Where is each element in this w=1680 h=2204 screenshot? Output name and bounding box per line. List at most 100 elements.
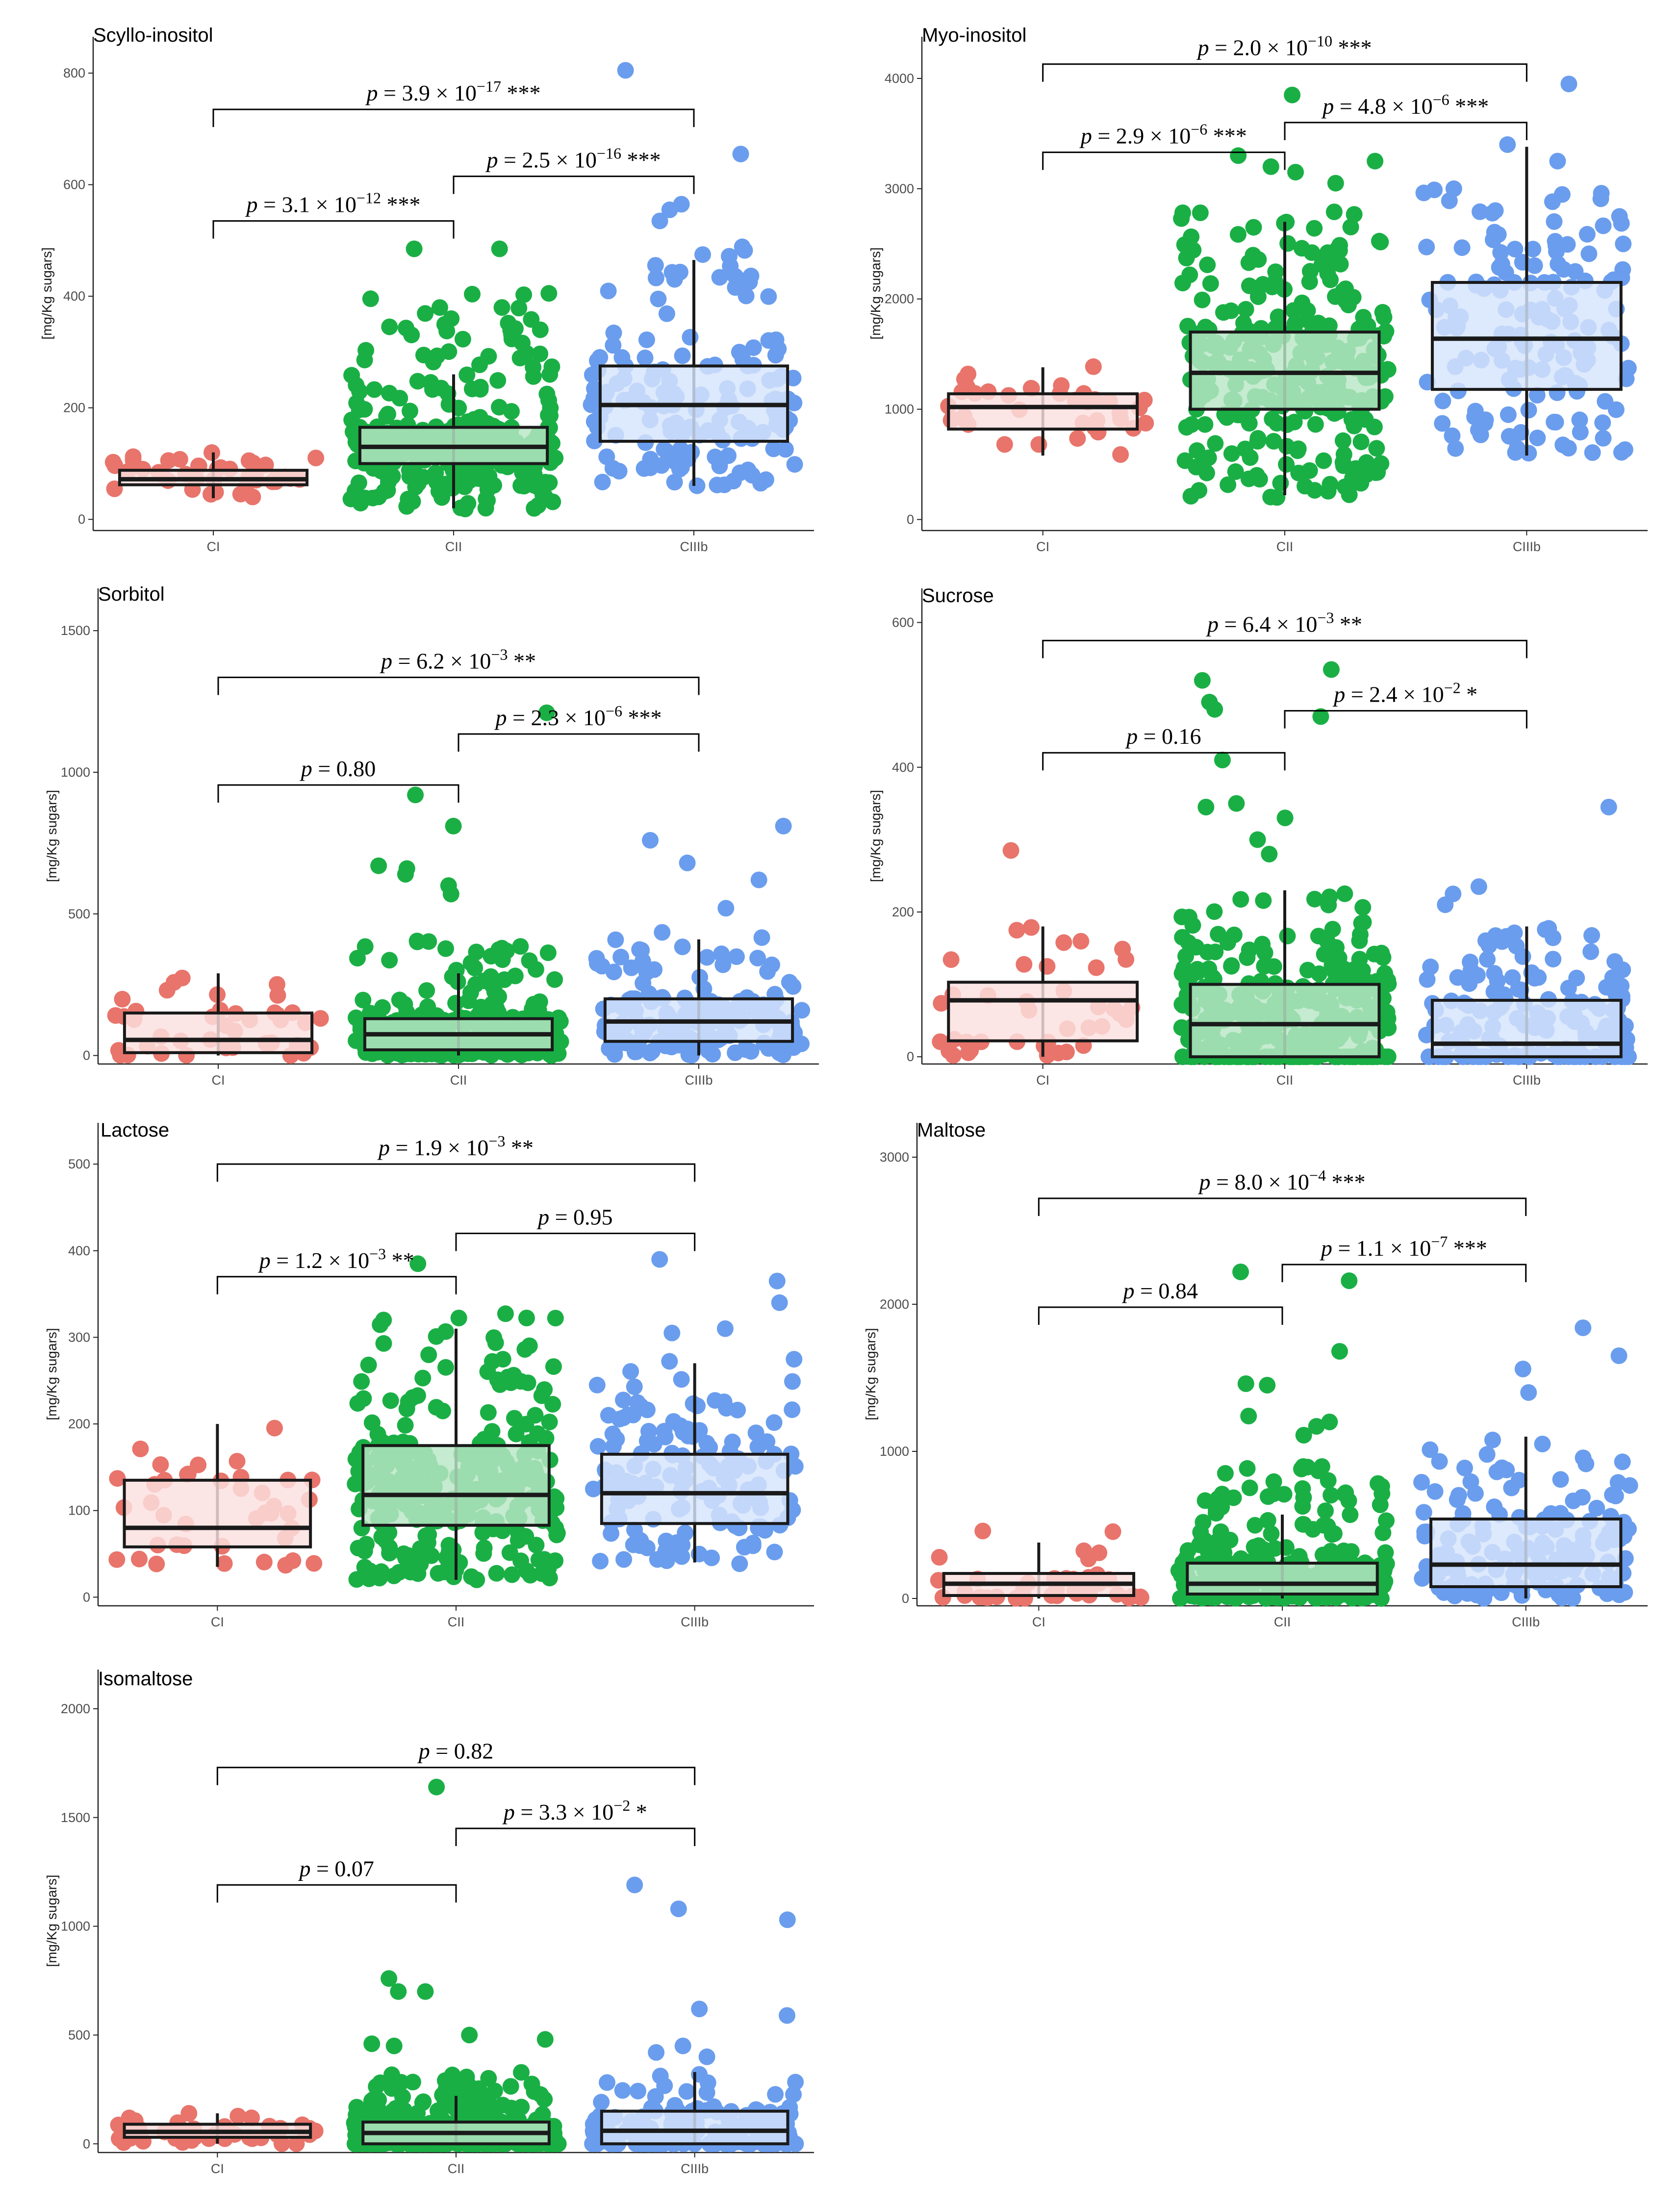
outlier-point xyxy=(407,786,424,804)
data-point xyxy=(1245,247,1262,264)
data-point xyxy=(1207,435,1224,452)
outlier-point xyxy=(617,62,634,79)
bracket-line xyxy=(216,1276,457,1294)
outlier-point xyxy=(663,1324,681,1342)
group-ciiib xyxy=(584,1876,804,2153)
y-tick-label: 500 xyxy=(68,1157,90,1171)
data-point xyxy=(1336,885,1353,902)
data-point xyxy=(603,1525,620,1542)
data-point xyxy=(404,493,421,510)
data-point xyxy=(349,950,366,967)
data-point xyxy=(604,1425,621,1443)
x-tick-label: CI xyxy=(211,1615,224,1629)
outlier-point xyxy=(536,2031,554,2048)
comparison-bracket: p = 3.3 × 10−2 * xyxy=(455,1797,696,1846)
data-point xyxy=(476,1540,493,1556)
data-point xyxy=(539,944,557,962)
p-value-label: p = 2.4 × 10−2 * xyxy=(1332,679,1477,707)
data-point xyxy=(1414,1570,1431,1587)
data-point xyxy=(348,394,365,411)
outlier-point xyxy=(750,871,767,888)
data-point xyxy=(1241,277,1258,294)
data-point xyxy=(689,1397,706,1415)
data-point xyxy=(373,1563,390,1580)
box xyxy=(123,1478,312,1548)
data-point xyxy=(1352,433,1370,451)
data-point xyxy=(1016,956,1033,973)
data-point xyxy=(742,267,760,284)
data-point xyxy=(1104,1523,1121,1540)
y-tick-label: 0 xyxy=(907,1049,914,1064)
y-axis-title: [mg/Kg sugars] xyxy=(863,1328,878,1420)
outlier-point xyxy=(1323,661,1340,678)
data-point xyxy=(1574,1489,1591,1506)
x-tick-label: CI xyxy=(1032,1615,1045,1629)
outlier-point xyxy=(363,2035,381,2052)
data-point xyxy=(348,377,365,394)
outlier-point xyxy=(648,2044,665,2061)
bracket-line xyxy=(1281,1264,1527,1282)
data-point xyxy=(409,373,426,390)
data-point xyxy=(1568,969,1585,987)
bracket-line xyxy=(1042,752,1286,771)
p-value-label: p = 8.0 × 10−4 *** xyxy=(1198,1166,1366,1194)
outlier-point xyxy=(674,2037,691,2054)
outlier-point xyxy=(1206,701,1223,718)
data-point xyxy=(1176,452,1194,469)
data-point xyxy=(385,1567,403,1584)
data-point xyxy=(525,358,542,376)
data-point xyxy=(409,1547,426,1565)
outlier-point xyxy=(1228,795,1245,812)
data-point xyxy=(476,2103,493,2120)
p-value-label: p = 1.9 × 10−3 ** xyxy=(377,1132,534,1160)
data-point xyxy=(480,2070,497,2087)
comparison-bracket: p = 2.0 × 10−10 *** xyxy=(1042,32,1527,82)
outlier-point xyxy=(1560,76,1578,93)
data-point xyxy=(1242,449,1259,466)
y-tick-label: 300 xyxy=(68,1330,90,1344)
data-point xyxy=(1192,1524,1209,1541)
data-point xyxy=(1419,971,1436,988)
data-point xyxy=(1462,953,1478,970)
data-point xyxy=(454,330,471,348)
data-point xyxy=(1537,921,1554,938)
panel-sorbitol: Sorbitol [mg/Kg sugars] 0 500 1000 1500 CI CII C… xyxy=(44,583,819,1088)
data-point xyxy=(479,481,496,498)
data-point xyxy=(647,2088,664,2105)
data-point xyxy=(1371,232,1388,250)
outlier-point xyxy=(1321,1414,1338,1430)
data-point xyxy=(269,987,286,1004)
data-point xyxy=(1259,1512,1276,1529)
data-point xyxy=(1219,934,1236,951)
data-point xyxy=(381,952,398,969)
data-point xyxy=(401,461,418,479)
y-tick-label: 400 xyxy=(892,760,914,775)
data-point xyxy=(502,2078,519,2095)
data-point xyxy=(1501,428,1518,445)
y-tick-label: 0 xyxy=(907,512,914,527)
data-point xyxy=(1508,937,1525,955)
data-point xyxy=(537,1430,555,1447)
data-point xyxy=(510,300,528,317)
bracket-line xyxy=(453,176,695,194)
data-point xyxy=(471,409,488,426)
data-point xyxy=(1503,1479,1520,1496)
panel-scyllo-inositol: Scyllo-inositol [mg/Kg sugars] 0 200 400 600 8… xyxy=(39,25,814,554)
x-tick-label: CI xyxy=(211,2161,224,2176)
data-point xyxy=(1500,406,1517,423)
data-point xyxy=(974,1522,992,1540)
y-axis-title: [mg/Kg sugars] xyxy=(868,790,883,882)
data-point xyxy=(152,1456,169,1473)
data-point xyxy=(1422,1441,1439,1458)
data-point xyxy=(638,331,655,348)
data-point xyxy=(1487,202,1504,219)
data-point xyxy=(607,931,624,948)
outlier-point xyxy=(1600,799,1617,815)
group-cii xyxy=(348,704,569,1064)
data-point xyxy=(638,1539,656,1556)
data-point xyxy=(506,1410,523,1427)
data-point xyxy=(1199,1543,1217,1560)
outlier-point xyxy=(1249,831,1266,848)
y-tick-label: 500 xyxy=(68,907,90,921)
y-axis-title: [mg/Kg sugars] xyxy=(39,247,54,339)
